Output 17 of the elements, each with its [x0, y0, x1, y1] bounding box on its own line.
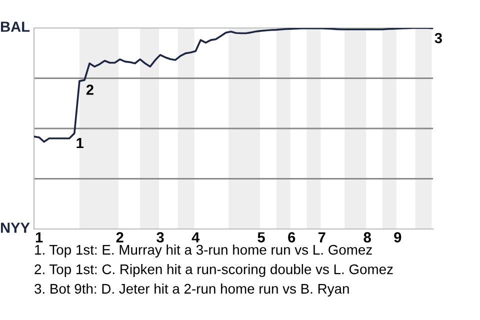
x-tick-label: 4: [192, 232, 200, 242]
text: 3: [434, 32, 442, 44]
text: NYY: [1, 222, 30, 233]
x-tick-label: 8: [364, 232, 371, 242]
annotation: 1: [76, 138, 84, 148]
text: 1. Top 1st: E. Murray hit a 3-run home run vs L. Gomez: [35, 244, 372, 258]
x-tick-label: 3: [156, 232, 164, 243]
x-tick-label: 2: [116, 232, 124, 242]
text: BAL: [1, 22, 30, 32]
x-tick-label: 7: [318, 232, 326, 242]
x-tick-label: 9: [394, 232, 402, 242]
x-tick-label: 6: [288, 232, 296, 242]
x-tick-label: 1: [36, 232, 43, 242]
x-tick-label: 5: [258, 232, 265, 242]
text: 3. Bot 9th: D. Jeter hit a 2-run home run vs B. Ryan: [34, 284, 349, 296]
annotation: 2: [86, 84, 94, 95]
text: 2. Top 1st: C. Ripken hit a run-scoring double vs L. Gomez: [34, 264, 393, 277]
